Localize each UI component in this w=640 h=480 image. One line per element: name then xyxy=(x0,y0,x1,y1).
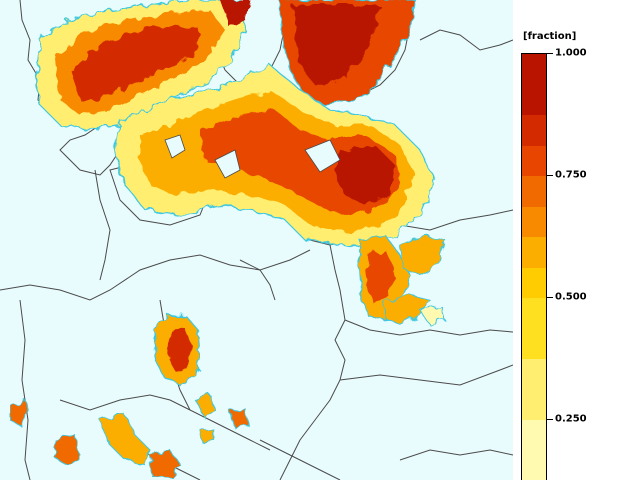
colorbar-band xyxy=(522,237,546,268)
colorbar-tick xyxy=(547,53,553,54)
colorbar-band xyxy=(522,54,546,115)
colorbar-tick-label: 0.250 xyxy=(555,413,587,425)
colorbar-band xyxy=(522,115,546,146)
colorbar-band xyxy=(522,176,546,207)
lakes xyxy=(164,134,341,179)
legend-unit-label: [fraction] xyxy=(523,31,577,42)
map-panel xyxy=(0,0,513,480)
colorbar-tick xyxy=(547,297,553,298)
colorbar-tick-label: 1.000 xyxy=(555,47,587,59)
colorbar-tick xyxy=(547,419,553,420)
colorbar-tick-label: 0.500 xyxy=(555,291,587,303)
map-canvas xyxy=(0,0,513,480)
colorbar xyxy=(521,53,547,480)
colorbar-band xyxy=(522,145,546,176)
colorbar-band xyxy=(522,267,546,298)
legend-panel: [fraction] 1.000 0.750 0.500 0.250 xyxy=(513,0,640,480)
fraction-field xyxy=(9,0,446,479)
colorbar-band xyxy=(522,206,546,237)
colorbar-tick-label: 0.750 xyxy=(555,169,587,181)
colorbar-band xyxy=(522,298,546,359)
colorbar-band xyxy=(522,359,546,420)
field-region-south xyxy=(9,399,31,426)
colorbar-tick xyxy=(547,175,553,176)
colorbar-band xyxy=(522,420,546,480)
